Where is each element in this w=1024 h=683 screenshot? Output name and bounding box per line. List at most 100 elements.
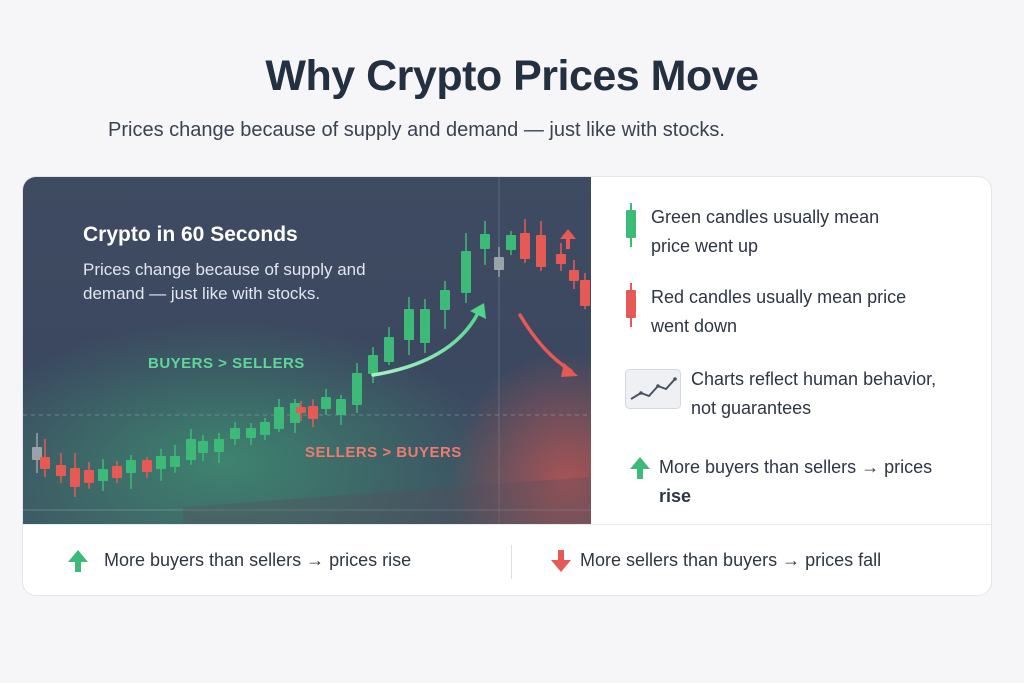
green-candle-icon	[626, 203, 636, 247]
down-arrow-icon	[551, 550, 571, 572]
candle-body	[296, 407, 306, 413]
candle-body	[384, 337, 394, 362]
candle-body	[56, 465, 66, 476]
candlestick-chart-graphic	[23, 177, 591, 524]
candle-body	[352, 373, 362, 405]
candle-body	[368, 355, 378, 374]
candle-body	[40, 457, 50, 469]
candle-21	[321, 389, 331, 415]
candle-32	[506, 231, 516, 255]
candle-body	[336, 399, 346, 415]
candle-6	[112, 461, 122, 483]
bottom-summary-bar: More buyers than sellers → prices rise M…	[23, 524, 991, 595]
candle-3	[70, 453, 80, 497]
candle-12	[198, 435, 208, 461]
candle-body	[186, 439, 196, 460]
candle-24	[368, 347, 378, 383]
candle-19	[296, 401, 306, 421]
candle-1	[40, 439, 50, 477]
candle-30	[480, 221, 490, 265]
candle-2	[56, 453, 66, 483]
up-arrow-icon	[630, 457, 650, 479]
candle-5	[98, 459, 108, 491]
page-subtitle: Prices change because of supply and dema…	[108, 119, 725, 141]
candle-0	[32, 433, 42, 473]
candle-body	[274, 407, 284, 429]
candle-37	[580, 273, 590, 309]
candle-28	[440, 281, 450, 329]
candle-body	[308, 406, 318, 419]
candle-body	[536, 235, 546, 267]
candle-36	[569, 260, 579, 289]
candle-11	[186, 429, 196, 465]
line-chart-icon	[625, 369, 681, 409]
candle-17	[274, 399, 284, 432]
candle-body	[420, 309, 430, 343]
candle-body	[246, 428, 256, 438]
candle-body	[198, 441, 208, 453]
legend-green-text: Green candles usually mean price went up	[651, 207, 880, 256]
candle-29	[461, 233, 471, 303]
candle-body	[520, 233, 530, 259]
candle-body	[494, 257, 504, 270]
candle-body	[112, 466, 122, 478]
candle-body	[84, 470, 94, 483]
candle-23	[352, 363, 362, 413]
bottom-divider	[511, 545, 512, 579]
candle-body	[230, 428, 240, 439]
candle-16	[260, 418, 270, 440]
candle-34	[536, 221, 546, 271]
candle-27	[420, 299, 430, 353]
candle-body	[404, 309, 414, 340]
legend-rise-word: rise	[659, 486, 692, 506]
candle-body	[142, 460, 152, 472]
candle-9	[156, 449, 166, 481]
candle-body	[461, 251, 471, 293]
red-candle-icon	[626, 283, 636, 327]
candlestick-illustration: Crypto in 60 Seconds Prices change becau…	[23, 177, 591, 524]
candle-body	[580, 280, 590, 306]
up-trend-arrow	[371, 305, 483, 377]
chart-panel-description: Prices change because of supply and dema…	[83, 260, 366, 303]
candle-body	[126, 460, 136, 473]
candle-body	[98, 469, 108, 481]
candle-body	[156, 456, 166, 469]
down-trend-arrowhead	[561, 363, 578, 377]
legend-rise-text: More buyers than sellers → prices rise	[659, 453, 939, 511]
candle-body	[440, 290, 450, 310]
chart-panel-title: Crypto in 60 Seconds	[83, 223, 298, 246]
candle-7	[126, 455, 136, 489]
candle-33	[520, 219, 530, 263]
candle-8	[142, 457, 152, 478]
small-up-arrow	[560, 229, 576, 249]
candle-body	[506, 235, 516, 250]
candle-31	[494, 247, 504, 277]
legend-chart-text: Charts reflect human behavior, not guara…	[691, 369, 937, 418]
info-card: Crypto in 60 Seconds Prices change becau…	[22, 176, 992, 596]
up-trend-arrowhead	[470, 303, 486, 319]
bottom-fall-text: More sellers than buyers → prices fall	[580, 550, 882, 570]
candle-body	[170, 456, 180, 467]
candle-14	[230, 422, 240, 445]
candle-body	[260, 422, 270, 435]
candle-10	[170, 445, 180, 473]
legend-rise-prefix: More buyers than sellers → prices	[659, 457, 933, 477]
buyers-sellers-label: BUYERS > SELLERS	[148, 355, 305, 372]
candle-25	[384, 327, 394, 365]
sellers-buyers-label: SELLERS > BUYERS	[305, 444, 462, 461]
candle-15	[246, 423, 256, 445]
candle-35	[556, 243, 566, 271]
candle-13	[214, 433, 224, 463]
page-title: Why Crypto Prices Move	[265, 52, 759, 100]
candle-body	[569, 270, 579, 281]
candle-20	[308, 399, 318, 427]
candle-body	[480, 234, 490, 249]
candle-body	[321, 397, 331, 409]
candle-26	[404, 297, 414, 355]
up-arrow-icon	[68, 550, 88, 572]
candle-body	[32, 447, 42, 460]
candle-4	[84, 462, 94, 489]
bottom-rise-text: More buyers than sellers → prices rise	[104, 550, 412, 570]
candle-body	[70, 468, 80, 487]
legend-red-text: Red candles usually mean price went down	[651, 287, 907, 336]
